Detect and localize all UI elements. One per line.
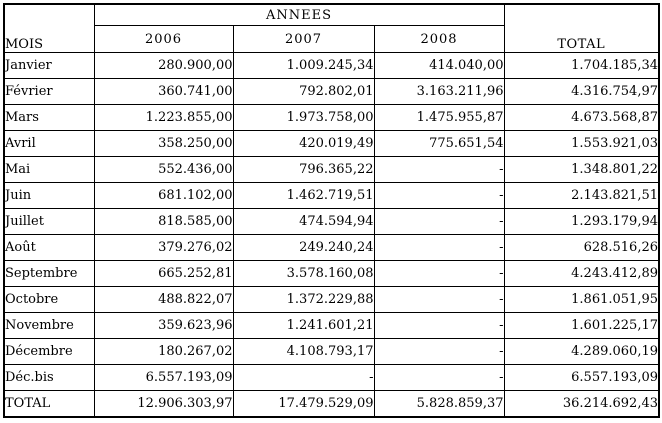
value-cell: 665.252,81 [93, 260, 234, 287]
value-cell: - [373, 338, 505, 365]
value-cell: 3.578.160,08 [232, 260, 375, 287]
value-cell: 379.276,02 [93, 234, 234, 261]
row-total-cell: 1.348.801,22 [503, 156, 660, 183]
table-row: Avril 358.250,00 420.019,49 775.651,54 1.553… [3, 130, 660, 157]
table-row: Octobre 488.822,07 1.372.229,88-1.861.051,… [3, 286, 660, 313]
table-row: Février 360.741,00 792.802,01 3.163.211,96 4… [3, 78, 660, 105]
month-label: Mars [3, 104, 95, 131]
value-cell: - [373, 312, 505, 339]
table-row: Déc.bis 6.557.193,09- -6.557.193,09 [3, 364, 660, 391]
table-row: Décembre 180.267,02 4.108.793,17-4.289.060… [3, 338, 660, 365]
row-total-cell: 1.293.179,94 [503, 208, 660, 235]
value-cell: 488.822,07 [93, 286, 234, 313]
table-row: Novembre 359.623,96 1.241.601,21-1.601.225… [3, 312, 660, 339]
value-cell: - [373, 260, 505, 287]
table-row: Juin 681.102,00 1.462.719,51-2.143.821,51 [3, 182, 660, 209]
value-cell: 552.436,00 [93, 156, 234, 183]
value-cell: - [232, 364, 375, 391]
column-header-total: TOTAL [503, 3, 660, 53]
value-cell: - [373, 182, 505, 209]
year-header-2008: 2008 [373, 25, 505, 53]
month-label: Novembre [3, 312, 95, 339]
row-total-cell: 6.557.193,09 [503, 364, 660, 391]
value-cell: 5.828.859,37 [373, 390, 505, 418]
value-cell: 358.250,00 [93, 130, 234, 157]
year-header-2006: 2006 [93, 25, 234, 53]
month-label: Déc.bis [3, 364, 95, 391]
table-row: Septembre 665.252,81 3.578.160,08-4.243.41… [3, 260, 660, 287]
year-header-2007: 2007 [232, 25, 375, 53]
value-cell: 681.102,00 [93, 182, 234, 209]
value-cell: 4.108.793,17 [232, 338, 375, 365]
value-cell: - [373, 234, 505, 261]
value-cell: 1.223.855,00 [93, 104, 234, 131]
month-label: Août [3, 234, 95, 261]
value-cell: 420.019,49 [232, 130, 375, 157]
row-total-cell: 4.673.568,87 [503, 104, 660, 131]
row-total-cell: 1.704.185,34 [503, 52, 660, 79]
month-label: Avril [3, 130, 95, 157]
value-cell: 414.040,00 [373, 52, 505, 79]
month-label: Juin [3, 182, 95, 209]
table-row: Janvier 280.900,00 1.009.245,34 414.040,00 1… [3, 52, 660, 79]
column-header-mois: MOIS [3, 3, 95, 53]
month-label: Janvier [3, 52, 95, 79]
column-group-annees: ANNEES [93, 3, 505, 26]
value-cell: 775.651,54 [373, 130, 505, 157]
monthly-amounts-table: MOIS ANNEES TOTAL 2006 2007 2008 Janvier… [3, 3, 660, 418]
value-cell: 818.585,00 [93, 208, 234, 235]
month-label: Octobre [3, 286, 95, 313]
table-body: Janvier 280.900,00 1.009.245,34 414.040,00 1… [3, 52, 660, 418]
value-cell: - [373, 364, 505, 391]
value-cell: - [373, 156, 505, 183]
table-row: Mai 552.436,00 796.365,22-1.348.801,22 [3, 156, 660, 183]
value-cell: 280.900,00 [93, 52, 234, 79]
row-total-cell: 2.143.821,51 [503, 182, 660, 209]
value-cell: 474.594,94 [232, 208, 375, 235]
value-cell: 360.741,00 [93, 78, 234, 105]
value-cell: - [373, 286, 505, 313]
row-total-cell: 1.601.225,17 [503, 312, 660, 339]
row-total-cell: 1.861.051,95 [503, 286, 660, 313]
value-cell: 1.372.229,88 [232, 286, 375, 313]
row-total-cell: 4.289.060,19 [503, 338, 660, 365]
value-cell: 1.475.955,87 [373, 104, 505, 131]
value-cell: 6.557.193,09 [93, 364, 234, 391]
year-header-row: 2006 2007 2008 [4, 25, 659, 53]
value-cell: 796.365,22 [232, 156, 375, 183]
month-label: Septembre [3, 260, 95, 287]
value-cell: 3.163.211,96 [373, 78, 505, 105]
value-cell: 792.802,01 [232, 78, 375, 105]
table-row: Août 379.276,02 249.240,24-628.516,26 [3, 234, 660, 261]
row-total-cell: 628.516,26 [503, 234, 660, 261]
value-cell: 17.479.529,09 [232, 390, 375, 418]
value-cell: 180.267,02 [93, 338, 234, 365]
table-row: Mars 1.223.855,00 1.973.758,00 1.475.955,87… [3, 104, 660, 131]
group-header-row: MOIS ANNEES TOTAL [3, 3, 660, 53]
value-cell: 12.906.303,97 [93, 390, 234, 418]
month-label: Février [3, 78, 95, 105]
table-footer-row: TOTAL 12.906.303,97 17.479.529,09 5.828.859… [3, 390, 660, 418]
table-row: Juillet 818.585,00 474.594,94-1.293.179,94 [3, 208, 660, 235]
value-cell: - [373, 208, 505, 235]
row-total-cell: 4.316.754,97 [503, 78, 660, 105]
month-label: Décembre [3, 338, 95, 365]
row-total-cell: 1.553.921,03 [503, 130, 660, 157]
month-label: Mai [3, 156, 95, 183]
value-cell: 1.009.245,34 [232, 52, 375, 79]
row-total-cell: 4.243.412,89 [503, 260, 660, 287]
month-label: Juillet [3, 208, 95, 235]
row-total-cell: 36.214.692,43 [503, 390, 660, 418]
value-cell: 1.462.719,51 [232, 182, 375, 209]
month-label: TOTAL [3, 390, 95, 418]
value-cell: 249.240,24 [232, 234, 375, 261]
value-cell: 359.623,96 [93, 312, 234, 339]
value-cell: 1.973.758,00 [232, 104, 375, 131]
value-cell: 1.241.601,21 [232, 312, 375, 339]
